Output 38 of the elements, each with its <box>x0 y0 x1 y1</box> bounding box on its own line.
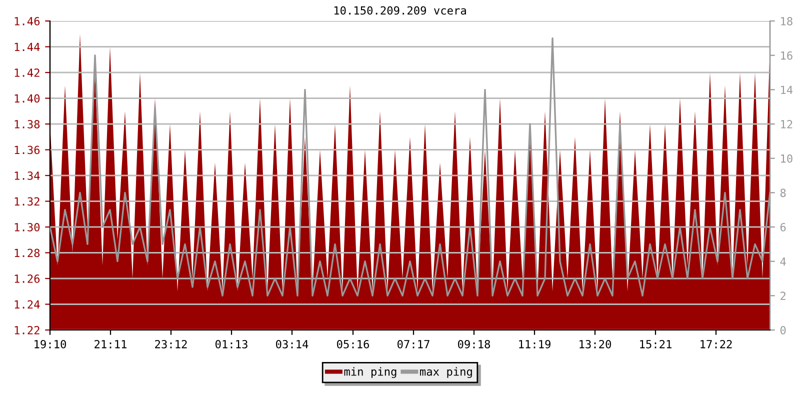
x-tick-label: 03:14 <box>276 340 308 348</box>
y-tick-label: 1.40 <box>14 94 40 103</box>
legend-label: min ping <box>344 367 396 378</box>
y2-tick-label: 2 <box>780 292 786 300</box>
x-tick-label: 17:22 <box>700 340 732 348</box>
y2-tick-label: 12 <box>781 120 792 128</box>
y-tick-label: 1.44 <box>14 42 40 51</box>
chart-title: 10.150.209.209 vcera <box>334 6 466 15</box>
x-tick-label: 01:13 <box>216 340 248 348</box>
y-tick-label: 1.28 <box>14 248 40 258</box>
x-tick-label: 19:10 <box>34 340 66 348</box>
x-tick-label: 15:21 <box>640 340 672 348</box>
y-tick-label: 1.42 <box>14 68 40 77</box>
y-tick-label: 1.24 <box>14 300 40 308</box>
y-tick-label: 1.38 <box>14 120 40 128</box>
x-tick-label: 23:12 <box>155 340 187 348</box>
x-tick-label: 11:19 <box>519 340 550 348</box>
y2-tick-label: 0 <box>780 326 786 334</box>
y2-tick-label: 8 <box>780 188 786 198</box>
x-tick-label: 05:16 <box>337 340 370 348</box>
y2-tick-label: 10 <box>781 154 792 163</box>
y-tick-label: 1.22 <box>14 326 40 334</box>
y2-tick-label: 16 <box>781 51 792 60</box>
y-tick-label: 1.46 <box>14 17 40 26</box>
y2-tick-label: 6 <box>780 223 786 232</box>
y2-tick-label: 14 <box>781 86 793 94</box>
legend-label: max ping <box>420 367 472 378</box>
y2-tick-label: 4 <box>780 257 786 266</box>
y-tick-label: 1.34 <box>14 172 40 180</box>
x-tick-label: 13:20 <box>580 340 612 348</box>
x-tick-label: 07:17 <box>398 340 430 348</box>
y-tick-label: 1.30 <box>14 223 40 232</box>
y2-tick-label: 18 <box>781 17 792 26</box>
x-tick-label: 21:11 <box>94 340 126 348</box>
y-tick-label: 1.36 <box>14 146 40 154</box>
x-tick-label: 09:18 <box>458 340 490 348</box>
y-tick-label: 1.26 <box>14 274 40 283</box>
y-tick-label: 1.32 <box>14 197 40 206</box>
